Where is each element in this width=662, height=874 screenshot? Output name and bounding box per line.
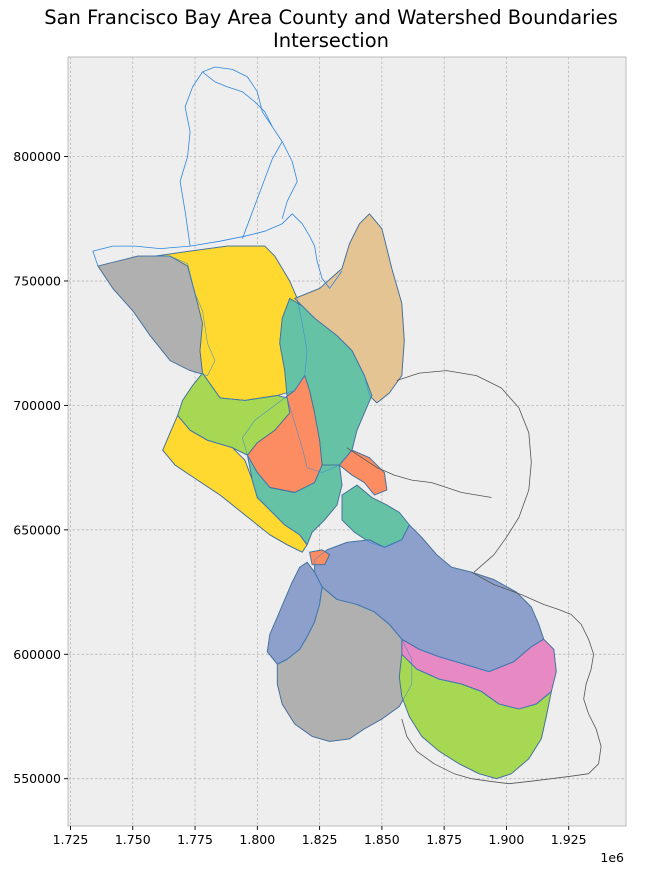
y-tick-label: 650000 — [13, 522, 61, 537]
watershed-county-regions — [97, 213, 557, 780]
x-tick-label: 1.925 — [551, 832, 587, 847]
region-watershed-edge — [398, 653, 552, 780]
watershed-outline — [242, 141, 283, 239]
watershed-outlines — [92, 66, 343, 289]
region-watershed-edge — [247, 454, 343, 546]
x-tick-label: 1.850 — [364, 832, 400, 847]
region-watershed-edge — [97, 255, 216, 376]
map-title: San Francisco Bay Area County and Waters… — [44, 6, 618, 52]
region-watershed-edge — [276, 586, 413, 742]
x-tick-label: 1.825 — [302, 832, 338, 847]
watershed-outline — [179, 66, 298, 247]
county-outlines — [346, 370, 602, 785]
county-outline — [396, 370, 532, 573]
county-outline — [401, 571, 602, 785]
y-tick-label: 800000 — [13, 149, 61, 164]
x-tick-label: 1.875 — [426, 832, 462, 847]
x-axis-ticks: 1.725 1.750 1.775 1.800 1.825 1.850 1.875 1.900… — [53, 826, 587, 847]
region-watershed-edge — [309, 549, 330, 566]
county-outline — [346, 447, 492, 498]
region-watershed-edge — [177, 372, 291, 456]
y-tick-label: 700000 — [13, 398, 61, 413]
x-tick-label: 1.800 — [239, 832, 275, 847]
y-tick-label: 750000 — [13, 273, 61, 288]
plot-frame — [67, 56, 627, 827]
x-tick-label: 1.750 — [115, 832, 151, 847]
y-tick-label: 600000 — [13, 647, 61, 662]
region-watershed-edge — [339, 449, 388, 496]
x-axis-offset-label: 1e6 — [600, 850, 624, 865]
y-tick-label: 550000 — [13, 771, 61, 786]
x-tick-label: 1.900 — [489, 832, 525, 847]
watershed-outline — [92, 213, 343, 289]
watershed-outline — [202, 71, 273, 127]
x-tick-label: 1.725 — [53, 832, 89, 847]
x-tick-label: 1.775 — [177, 832, 213, 847]
y-axis-ticks: 550000 600000 650000 700000 750000 800000 — [13, 149, 68, 786]
